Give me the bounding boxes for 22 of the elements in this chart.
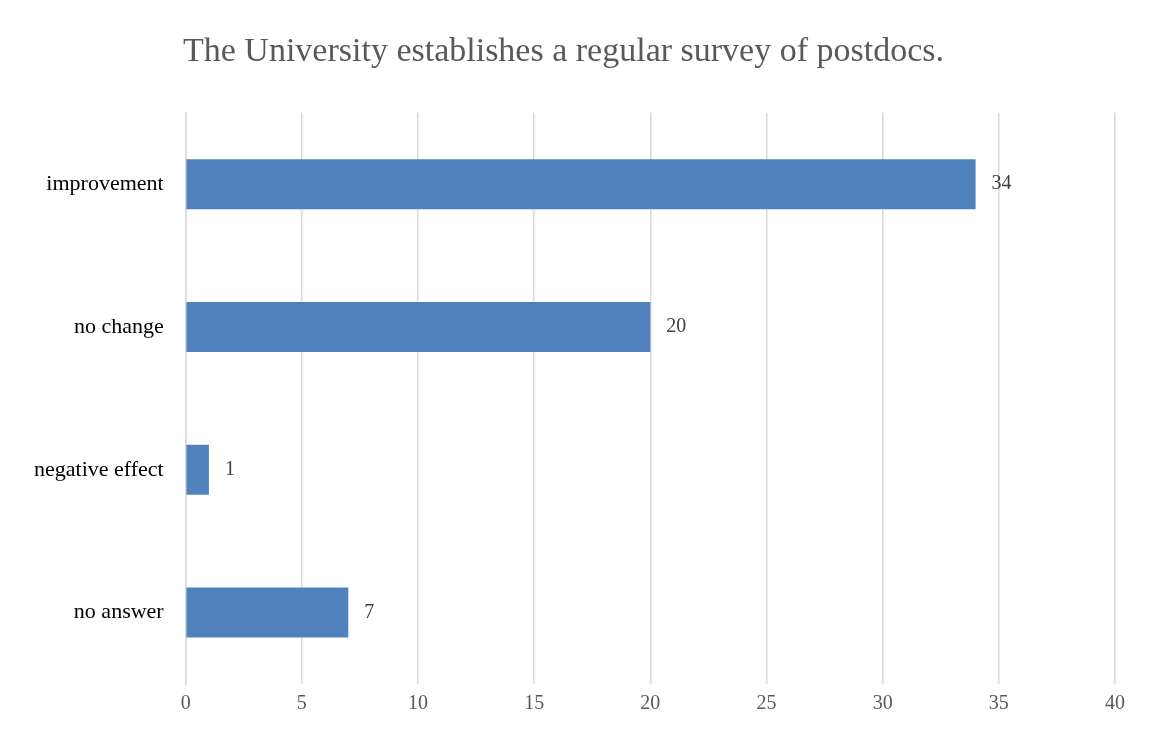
data-label: 7 xyxy=(364,599,375,622)
bar xyxy=(186,587,349,638)
y-tick-label: no answer xyxy=(73,598,165,624)
bar xyxy=(186,302,651,352)
x-tick-label: 35 xyxy=(988,691,1009,714)
data-label: 20 xyxy=(666,314,687,337)
y-tick-label: no change xyxy=(73,312,164,338)
x-tick-label: 20 xyxy=(640,691,661,714)
x-tick-label: 5 xyxy=(296,691,307,714)
bar xyxy=(186,444,209,495)
chart-title: The University establishes a regular survey of postdocs. xyxy=(182,31,945,69)
data-label: 34 xyxy=(991,171,1012,194)
y-tick-label: negative effect xyxy=(33,455,164,481)
x-tick-label: 15 xyxy=(524,691,545,714)
y-tick-label: improvement xyxy=(46,169,164,195)
x-tick-label: 10 xyxy=(408,691,429,714)
x-tick-label: 40 xyxy=(1105,691,1125,714)
bar xyxy=(186,159,976,210)
x-tick-label: 0 xyxy=(180,691,191,714)
x-tick-label: 30 xyxy=(872,691,893,714)
x-tick-label: 25 xyxy=(756,691,777,714)
data-label: 1 xyxy=(224,457,235,480)
